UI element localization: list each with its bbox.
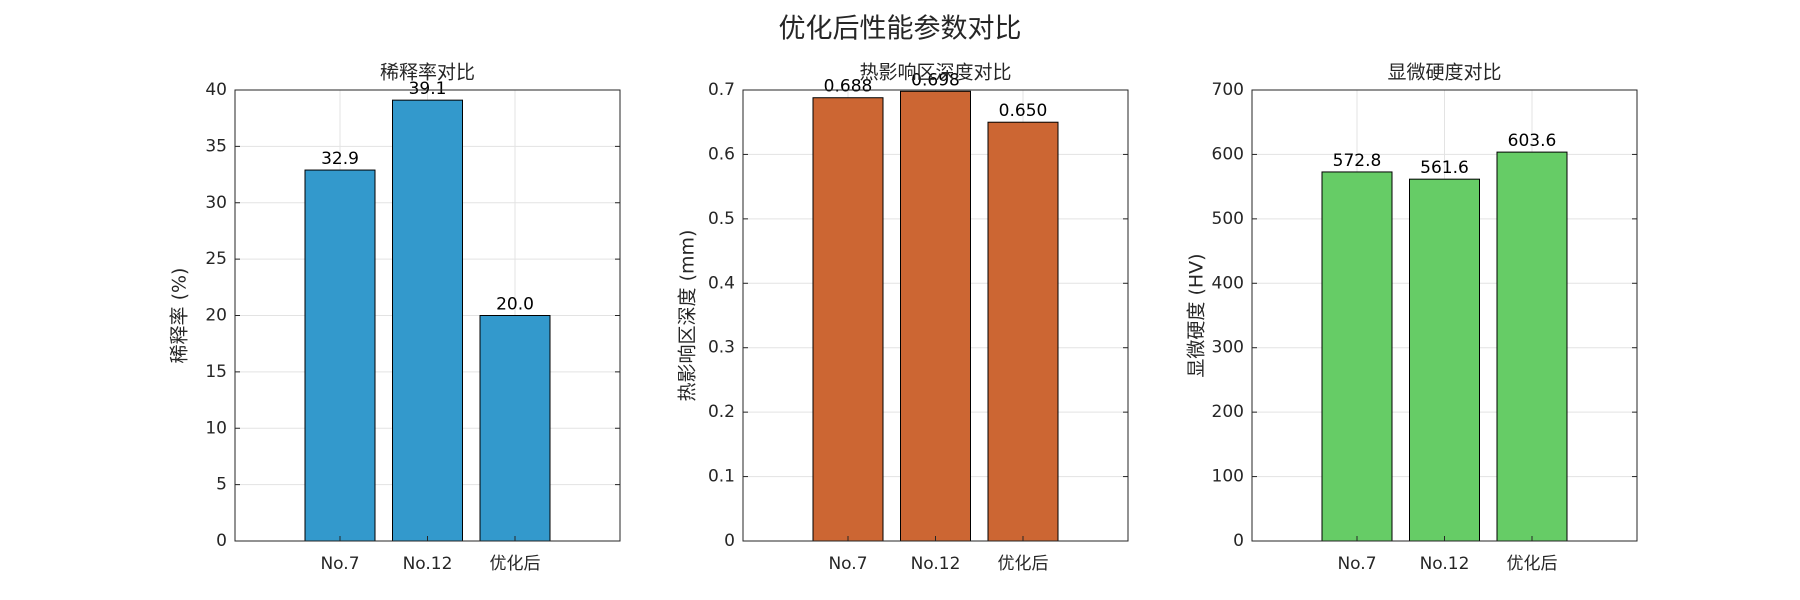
bar (304, 169, 376, 542)
x-tick-label: 优化后 (490, 554, 541, 574)
value-label: 0.688 (824, 77, 873, 97)
x-tick-label: No.12 (911, 554, 961, 574)
y-tick-label: 400 (1212, 273, 1244, 293)
bar (987, 121, 1059, 542)
y-tick-label: 500 (1212, 209, 1244, 229)
y-tick-label: 25 (205, 249, 227, 269)
bar (812, 97, 884, 542)
y-tick-label: 600 (1212, 144, 1244, 164)
subplot: 0 0.1 0.2 0.3 0.4 0.5 0.6 0.7 No.7 0.688 No.12 0.69… (677, 62, 1129, 574)
y-tick-label: 0.1 (708, 467, 735, 487)
value-label: 39.1 (409, 79, 447, 99)
value-label: 0.650 (999, 101, 1048, 121)
y-tick-label: 700 (1212, 80, 1244, 100)
axes-box (742, 89, 1129, 542)
x-tick-label: No.7 (320, 554, 359, 574)
y-tick-label: 100 (1212, 467, 1244, 487)
y-tick-label: 300 (1212, 338, 1244, 358)
bar (479, 315, 551, 542)
y-tick-label: 0 (216, 531, 227, 551)
axes-box (1251, 89, 1638, 542)
y-tick-label: 0 (1233, 531, 1244, 551)
bar (900, 90, 971, 542)
x-tick-label: No.7 (1337, 554, 1376, 574)
x-tick-label: No.12 (403, 554, 453, 574)
y-tick-label: 0.4 (708, 273, 735, 293)
y-tick-label: 15 (205, 362, 227, 382)
axes-box (234, 89, 621, 542)
bar (1409, 178, 1480, 542)
value-label: 561.6 (1420, 158, 1469, 178)
y-tick-label: 0.2 (708, 402, 735, 422)
value-label: 32.9 (321, 149, 359, 169)
y-axis-label: 显微硬度 (HV) (1186, 253, 1208, 377)
x-tick-label: 优化后 (998, 554, 1049, 574)
y-tick-label: 0.7 (708, 80, 735, 100)
value-label: 572.8 (1333, 151, 1382, 171)
bar (1496, 151, 1568, 542)
y-tick-label: 10 (205, 418, 227, 438)
y-tick-label: 0 (724, 531, 735, 551)
x-tick-label: No.12 (1420, 554, 1470, 574)
y-tick-label: 0.3 (708, 338, 735, 358)
y-axis-label: 热影响区深度 (mm) (677, 230, 699, 402)
y-tick-label: 0.6 (708, 144, 735, 164)
y-tick-label: 200 (1212, 402, 1244, 422)
subplot-title: 显微硬度对比 (1387, 62, 1501, 84)
y-tick-label: 40 (205, 80, 227, 100)
bar (392, 99, 463, 542)
value-label: 0.698 (911, 70, 960, 90)
y-tick-label: 20 (205, 306, 227, 326)
x-tick-label: No.7 (828, 554, 867, 574)
y-tick-label: 35 (205, 136, 227, 156)
x-tick-label: 优化后 (1507, 554, 1558, 574)
y-tick-label: 5 (216, 475, 227, 495)
subplot: 0 5 10 15 20 25 30 35 40 No.7 32.9 No.12 39.1 优化后 20.0… (169, 62, 621, 574)
value-label: 20.0 (496, 295, 534, 315)
subplot: 0 100 200 300 400 500 600 700 No.7 572.8 No.12 561.… (1186, 62, 1638, 574)
figure-title: 优化后性能参数对比 (779, 14, 1022, 45)
subplot-title: 热影响区深度对比 (859, 62, 1011, 84)
y-tick-label: 30 (205, 193, 227, 213)
bar (1321, 171, 1393, 542)
y-tick-label: 0.5 (708, 209, 735, 229)
subplot-title: 稀释率对比 (380, 62, 475, 84)
y-axis-label: 稀释率 (%) (169, 268, 191, 364)
value-label: 603.6 (1508, 131, 1557, 151)
